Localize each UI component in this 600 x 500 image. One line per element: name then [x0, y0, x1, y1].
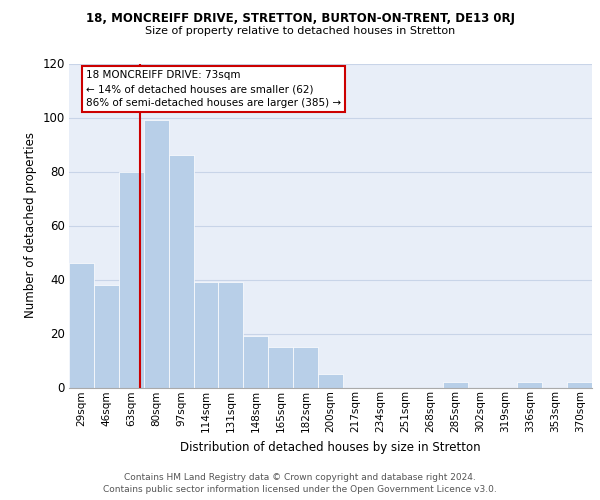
Bar [244, 336, 268, 388]
Text: Contains HM Land Registry data © Crown copyright and database right 2024.
Contai: Contains HM Land Registry data © Crown c… [103, 472, 497, 494]
Bar [144, 120, 169, 388]
Bar [567, 382, 592, 388]
Text: 18 MONCREIFF DRIVE: 73sqm
← 14% of detached houses are smaller (62)
86% of semi-: 18 MONCREIFF DRIVE: 73sqm ← 14% of detac… [86, 70, 341, 108]
Text: 18, MONCREIFF DRIVE, STRETTON, BURTON-ON-TRENT, DE13 0RJ: 18, MONCREIFF DRIVE, STRETTON, BURTON-ON… [86, 12, 515, 25]
Bar [69, 264, 94, 388]
Bar [318, 374, 343, 388]
Bar [443, 382, 467, 388]
Text: Size of property relative to detached houses in Stretton: Size of property relative to detached ho… [145, 26, 455, 36]
Bar [194, 282, 218, 388]
Bar [517, 382, 542, 388]
Bar [119, 172, 144, 388]
Y-axis label: Number of detached properties: Number of detached properties [24, 132, 37, 318]
Bar [268, 347, 293, 388]
Bar [169, 156, 194, 388]
Bar [293, 347, 318, 388]
Bar [218, 282, 244, 388]
Bar [94, 285, 119, 388]
X-axis label: Distribution of detached houses by size in Stretton: Distribution of detached houses by size … [180, 440, 481, 454]
